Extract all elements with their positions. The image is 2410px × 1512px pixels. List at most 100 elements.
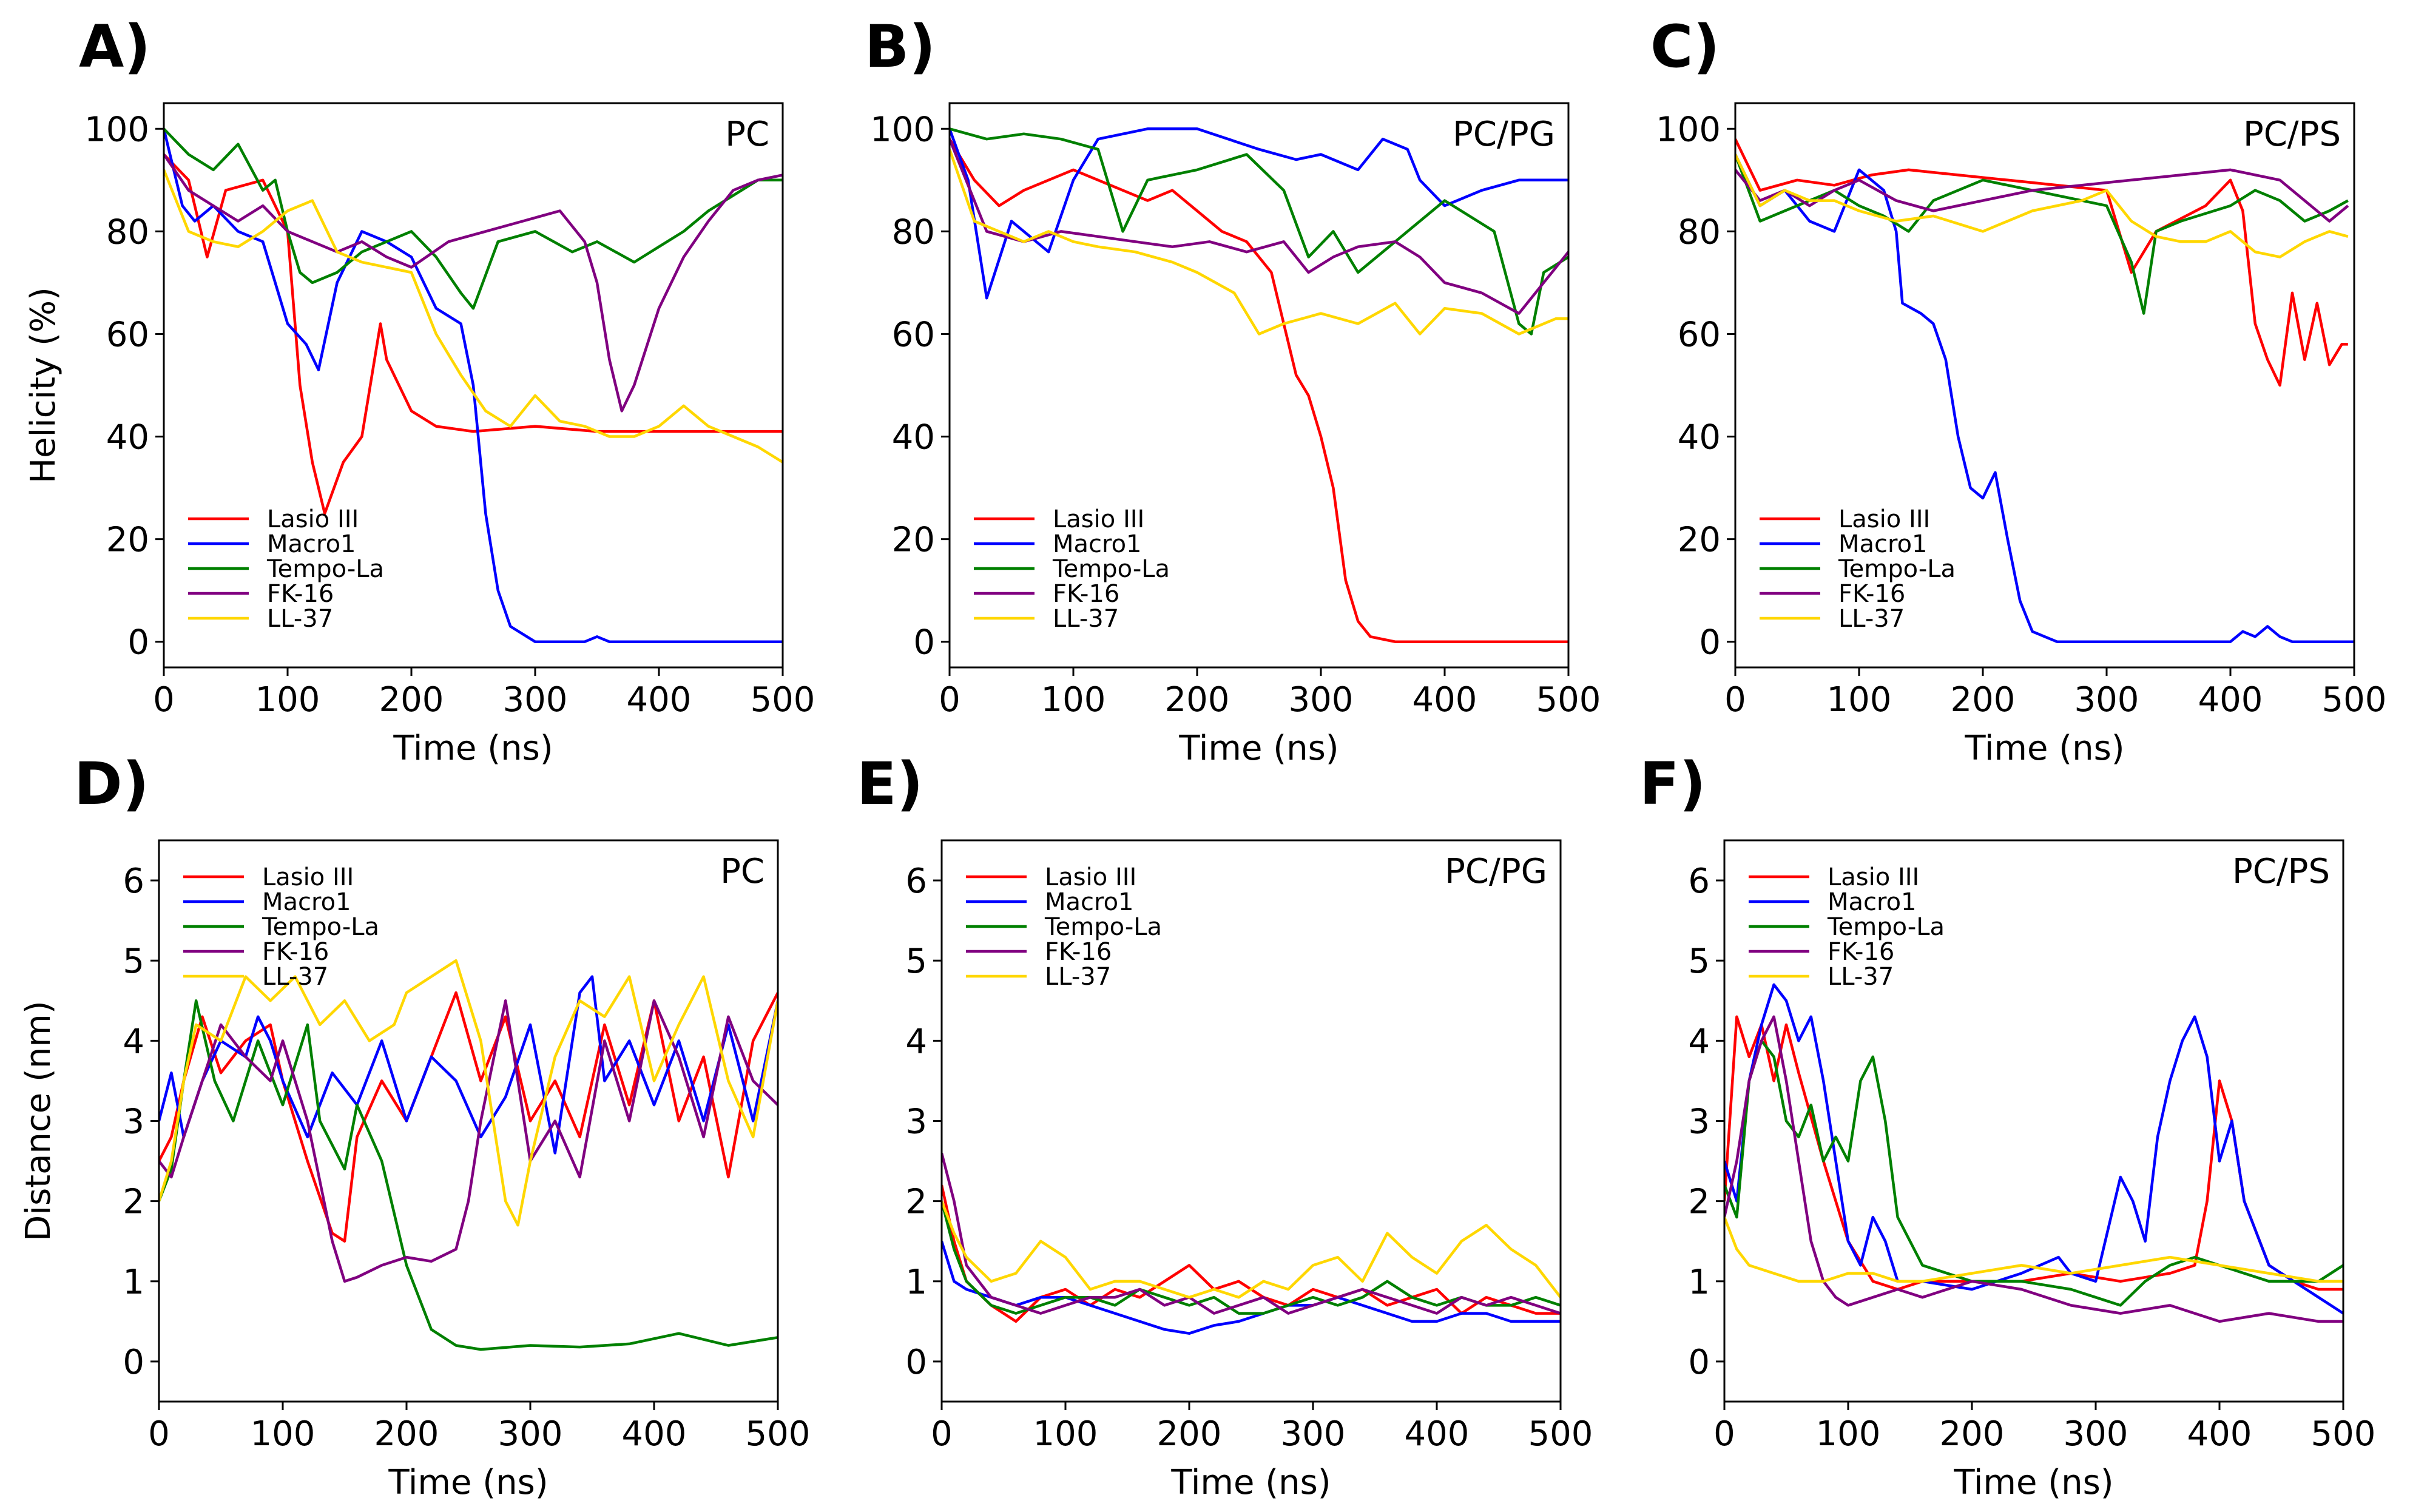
legend-label: Tempo-La <box>1827 913 1945 941</box>
series-line-tempo-la <box>159 999 778 1351</box>
y-tick-label: 3 <box>123 1102 144 1142</box>
panel-b: B) 0 100 200 300 400 500 0 20 40 60 80 100 Time (ns) P… <box>865 13 1601 768</box>
series-line-macro1 <box>950 127 1568 300</box>
x-tick-label: 0 <box>939 680 960 720</box>
legend-label: Tempo-La <box>1044 913 1162 941</box>
legend-label: Macro1 <box>1045 888 1134 916</box>
x-tick-label: 200 <box>1165 680 1230 720</box>
series-line-lasio-iii <box>942 1184 1561 1323</box>
y-tick-label: 1 <box>905 1263 927 1302</box>
y-tick-label: 0 <box>913 623 935 663</box>
x-tick-label: 300 <box>2064 1414 2128 1454</box>
legend-label: Macro1 <box>1838 530 1928 558</box>
x-tick-label: 300 <box>498 1414 563 1454</box>
y-axis-label: Distance (nm) <box>19 1001 58 1241</box>
x-tick-label: 300 <box>503 680 568 720</box>
y-tick-label: 20 <box>1678 521 1721 560</box>
membrane-label: PC <box>720 852 765 891</box>
x-tick-label: 300 <box>2074 680 2139 720</box>
x-tick-label: 0 <box>931 1414 953 1454</box>
y-tick-label: 80 <box>1678 212 1721 252</box>
series-line-fk-16 <box>1724 1015 2343 1323</box>
x-tick-label: 300 <box>1281 1414 1346 1454</box>
membrane-label: PC/PS <box>2243 115 2341 154</box>
legend-label: LL-37 <box>1045 963 1111 991</box>
y-tick-label: 80 <box>892 212 935 252</box>
series-group <box>942 1152 1561 1335</box>
legend-label: Tempo-La <box>1838 555 1956 583</box>
x-tick-label: 500 <box>746 1414 811 1454</box>
series-line-tempo-la <box>1735 154 2349 315</box>
series-line-ll-37 <box>942 1200 1561 1299</box>
x-tick-label: 200 <box>1157 1414 1222 1454</box>
panel-d: D) 0 100 200 300 400 500 0 1 2 3 4 5 6 Time (ns) Distan… <box>19 750 810 1502</box>
panel-c: C) 0 100 200 300 400 500 0 20 40 60 80 100 Time (ns) P… <box>1650 13 2386 768</box>
series-line-ll-37 <box>1735 154 2349 258</box>
legend-label: Lasio III <box>267 505 359 533</box>
x-tick-label: 200 <box>1951 680 2016 720</box>
x-tick-label: 100 <box>1816 1414 1881 1454</box>
legend-label: Lasio III <box>1053 505 1144 533</box>
y-tick-label: 0 <box>905 1343 927 1382</box>
series-group <box>159 959 778 1351</box>
y-tick-label: 60 <box>892 315 935 354</box>
series-line-macro1 <box>159 975 778 1155</box>
y-tick-label: 3 <box>905 1102 927 1142</box>
legend-label: FK-16 <box>1045 938 1112 966</box>
legend-label: FK-16 <box>1053 580 1119 608</box>
y-tick-label: 100 <box>1656 110 1721 149</box>
panel-letter: D) <box>74 750 149 818</box>
x-tick-label: 0 <box>148 1414 170 1454</box>
series-line-macro1 <box>942 1241 1561 1335</box>
panel-letter: B) <box>865 13 936 81</box>
x-axis-label: Time (ns) <box>1953 1463 2113 1502</box>
series-line-tempo-la <box>164 127 783 310</box>
x-tick-label: 100 <box>1041 680 1106 720</box>
series-line-fk-16 <box>159 999 778 1283</box>
x-tick-label: 100 <box>1827 680 1892 720</box>
y-tick-label: 2 <box>123 1183 144 1222</box>
series-line-macro1 <box>164 128 783 643</box>
x-tick-label: 300 <box>1289 680 1354 720</box>
y-tick-label: 3 <box>1688 1102 1710 1142</box>
legend-label: Macro1 <box>1828 888 1917 916</box>
x-tick-label: 0 <box>1724 680 1746 720</box>
x-tick-label: 100 <box>1033 1414 1098 1454</box>
x-tick-label: 400 <box>1405 1414 1470 1454</box>
series-group <box>1724 983 2343 1323</box>
y-tick-label: 100 <box>870 110 935 149</box>
series-group <box>950 127 1568 643</box>
x-tick-label: 0 <box>1713 1414 1735 1454</box>
x-tick-label: 0 <box>153 680 175 720</box>
y-tick-label: 0 <box>127 623 149 663</box>
y-tick-label: 4 <box>1688 1022 1710 1061</box>
y-tick-label: 40 <box>106 418 149 457</box>
membrane-label: PC/PG <box>1453 115 1555 154</box>
panel-letter: C) <box>1650 13 1720 81</box>
x-tick-label: 500 <box>2311 1414 2376 1454</box>
panel-f: F) 0 100 200 300 400 500 0 1 2 3 4 5 6 Time (ns) PC/PS L… <box>1639 750 2375 1502</box>
series-line-macro1 <box>1724 983 2343 1315</box>
y-tick-label: 1 <box>123 1263 144 1302</box>
x-axis-label: Time (ns) <box>1170 1463 1331 1502</box>
x-tick-label: 400 <box>2187 1414 2252 1454</box>
axes-frame <box>163 102 784 669</box>
x-tick-label: 400 <box>1413 680 1477 720</box>
legend-label: Tempo-La <box>262 913 379 941</box>
y-tick-label: 20 <box>106 521 149 560</box>
legend-label: LL-37 <box>1053 605 1119 633</box>
legend-label: Lasio III <box>1045 863 1136 891</box>
membrane-label: PC/PG <box>1445 852 1547 891</box>
legend-label: Macro1 <box>262 888 351 916</box>
panel-letter: A) <box>79 13 150 81</box>
x-tick-label: 500 <box>1528 1414 1593 1454</box>
legend-label: Tempo-La <box>1052 555 1170 583</box>
y-tick-label: 60 <box>1678 315 1721 354</box>
panel-a: A) 0 100 200 300 400 500 0 20 40 60 80 100 Time (ns) H… <box>24 13 815 768</box>
y-tick-label: 5 <box>123 942 144 981</box>
series-line-fk-16 <box>164 154 783 413</box>
legend-label: Lasio III <box>1838 505 1930 533</box>
membrane-label: PC/PS <box>2232 852 2330 891</box>
